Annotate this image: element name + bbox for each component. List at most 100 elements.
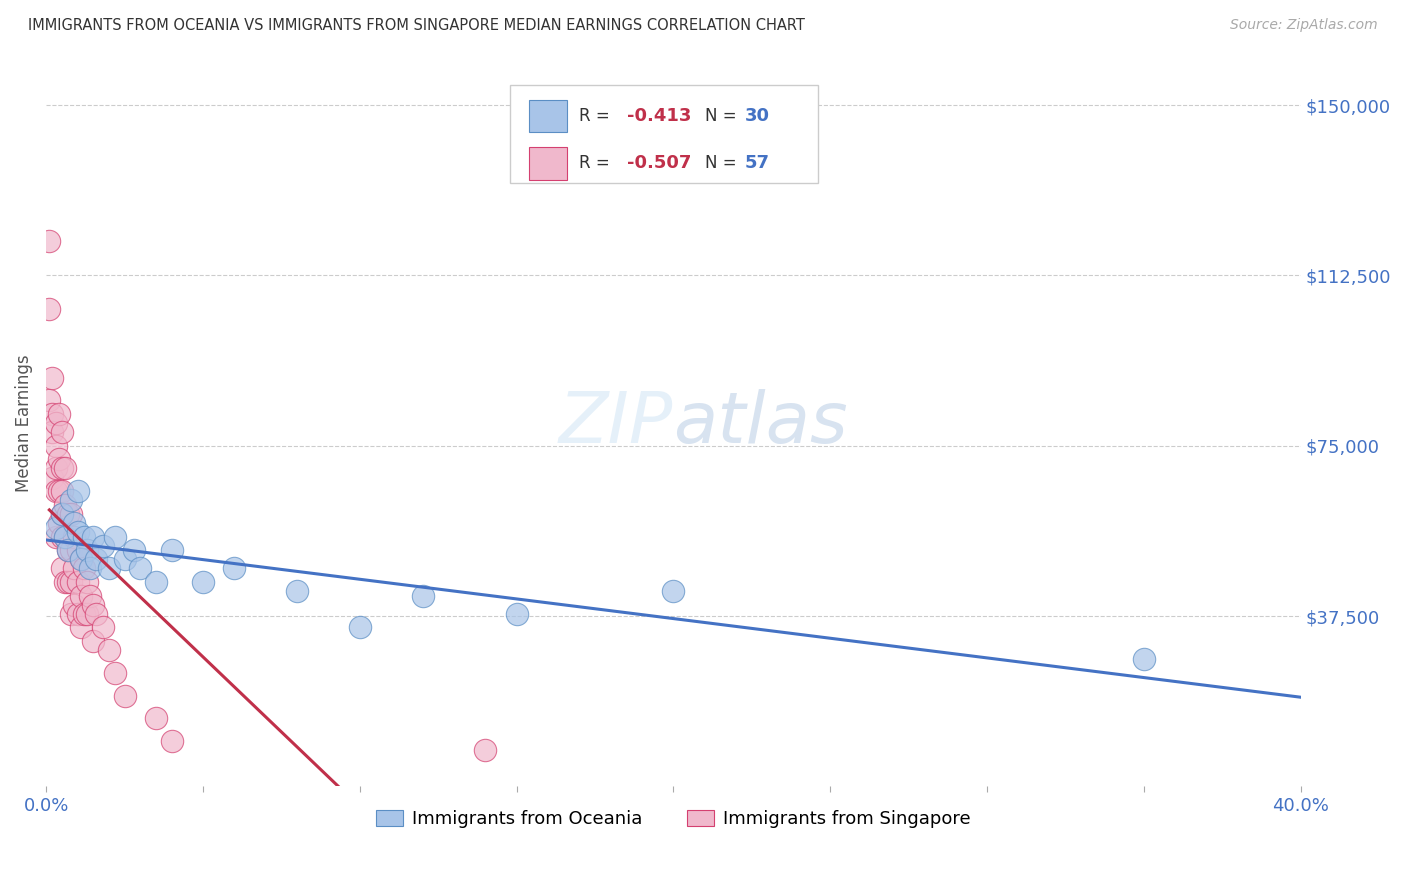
Point xyxy=(48,452,70,467)
Point xyxy=(349,620,371,634)
Point xyxy=(38,393,60,408)
Point xyxy=(129,561,152,575)
Point xyxy=(1133,652,1156,666)
Point xyxy=(51,507,73,521)
FancyBboxPatch shape xyxy=(510,85,818,183)
Point xyxy=(45,530,67,544)
Text: 57: 57 xyxy=(745,154,770,172)
Point xyxy=(97,561,120,575)
Point xyxy=(60,507,83,521)
Point xyxy=(60,575,83,590)
Text: IMMIGRANTS FROM OCEANIA VS IMMIGRANTS FROM SINGAPORE MEDIAN EARNINGS CORRELATION: IMMIGRANTS FROM OCEANIA VS IMMIGRANTS FR… xyxy=(28,18,806,33)
Point xyxy=(285,584,308,599)
Point xyxy=(73,530,96,544)
Point xyxy=(48,407,70,421)
FancyBboxPatch shape xyxy=(529,100,567,132)
Point xyxy=(76,607,98,621)
Point xyxy=(60,607,83,621)
Point xyxy=(82,530,104,544)
Point xyxy=(160,734,183,748)
Point xyxy=(69,552,91,566)
Point xyxy=(66,524,89,539)
Point xyxy=(474,743,496,757)
Point xyxy=(51,507,73,521)
Text: atlas: atlas xyxy=(673,389,848,458)
Point xyxy=(122,543,145,558)
Point xyxy=(66,575,89,590)
Point xyxy=(53,575,76,590)
Point xyxy=(91,539,114,553)
Point xyxy=(51,530,73,544)
Point xyxy=(60,493,83,508)
Point xyxy=(45,439,67,453)
Point xyxy=(191,575,214,590)
Point xyxy=(51,484,73,499)
Point xyxy=(104,665,127,680)
Point xyxy=(69,552,91,566)
Point xyxy=(86,552,108,566)
Point xyxy=(104,530,127,544)
Point xyxy=(51,561,73,575)
Point xyxy=(63,598,86,612)
Point xyxy=(48,516,70,530)
Text: Source: ZipAtlas.com: Source: ZipAtlas.com xyxy=(1230,18,1378,32)
Point xyxy=(69,589,91,603)
Point xyxy=(224,561,246,575)
Point xyxy=(53,530,76,544)
Legend: Immigrants from Oceania, Immigrants from Singapore: Immigrants from Oceania, Immigrants from… xyxy=(368,803,979,836)
Text: -0.413: -0.413 xyxy=(627,107,692,125)
Point xyxy=(66,484,89,499)
Point xyxy=(41,370,63,384)
Text: N =: N = xyxy=(704,107,741,125)
Point xyxy=(79,561,101,575)
Point xyxy=(76,543,98,558)
Point xyxy=(60,543,83,558)
Point xyxy=(45,461,67,475)
Point xyxy=(79,589,101,603)
Point xyxy=(56,543,79,558)
Point xyxy=(41,470,63,484)
Point xyxy=(51,461,73,475)
Text: N =: N = xyxy=(704,154,741,172)
Point xyxy=(412,589,434,603)
Point xyxy=(145,575,167,590)
Point xyxy=(48,484,70,499)
Point xyxy=(41,425,63,439)
Point xyxy=(69,620,91,634)
Point xyxy=(63,561,86,575)
Point xyxy=(91,620,114,634)
Point xyxy=(45,484,67,499)
Point xyxy=(53,461,76,475)
Point xyxy=(56,543,79,558)
Point xyxy=(66,543,89,558)
Point xyxy=(505,607,527,621)
Text: -0.507: -0.507 xyxy=(627,154,692,172)
Point xyxy=(63,516,86,530)
Point xyxy=(97,643,120,657)
Point xyxy=(82,634,104,648)
Text: 30: 30 xyxy=(745,107,770,125)
Text: R =: R = xyxy=(579,154,616,172)
Point xyxy=(145,711,167,725)
Point xyxy=(51,425,73,439)
Point xyxy=(73,607,96,621)
Point xyxy=(63,530,86,544)
Point xyxy=(45,520,67,534)
Point xyxy=(662,584,685,599)
Point xyxy=(45,416,67,430)
FancyBboxPatch shape xyxy=(529,147,567,179)
Point xyxy=(114,689,136,703)
Point xyxy=(160,543,183,558)
Point xyxy=(73,561,96,575)
Point xyxy=(114,552,136,566)
Point xyxy=(56,507,79,521)
Text: R =: R = xyxy=(579,107,616,125)
Text: ZIP: ZIP xyxy=(560,389,673,458)
Point xyxy=(38,302,60,317)
Point xyxy=(38,235,60,249)
Point xyxy=(41,407,63,421)
Point xyxy=(56,575,79,590)
Point xyxy=(53,498,76,512)
Point xyxy=(53,530,76,544)
Point xyxy=(86,607,108,621)
